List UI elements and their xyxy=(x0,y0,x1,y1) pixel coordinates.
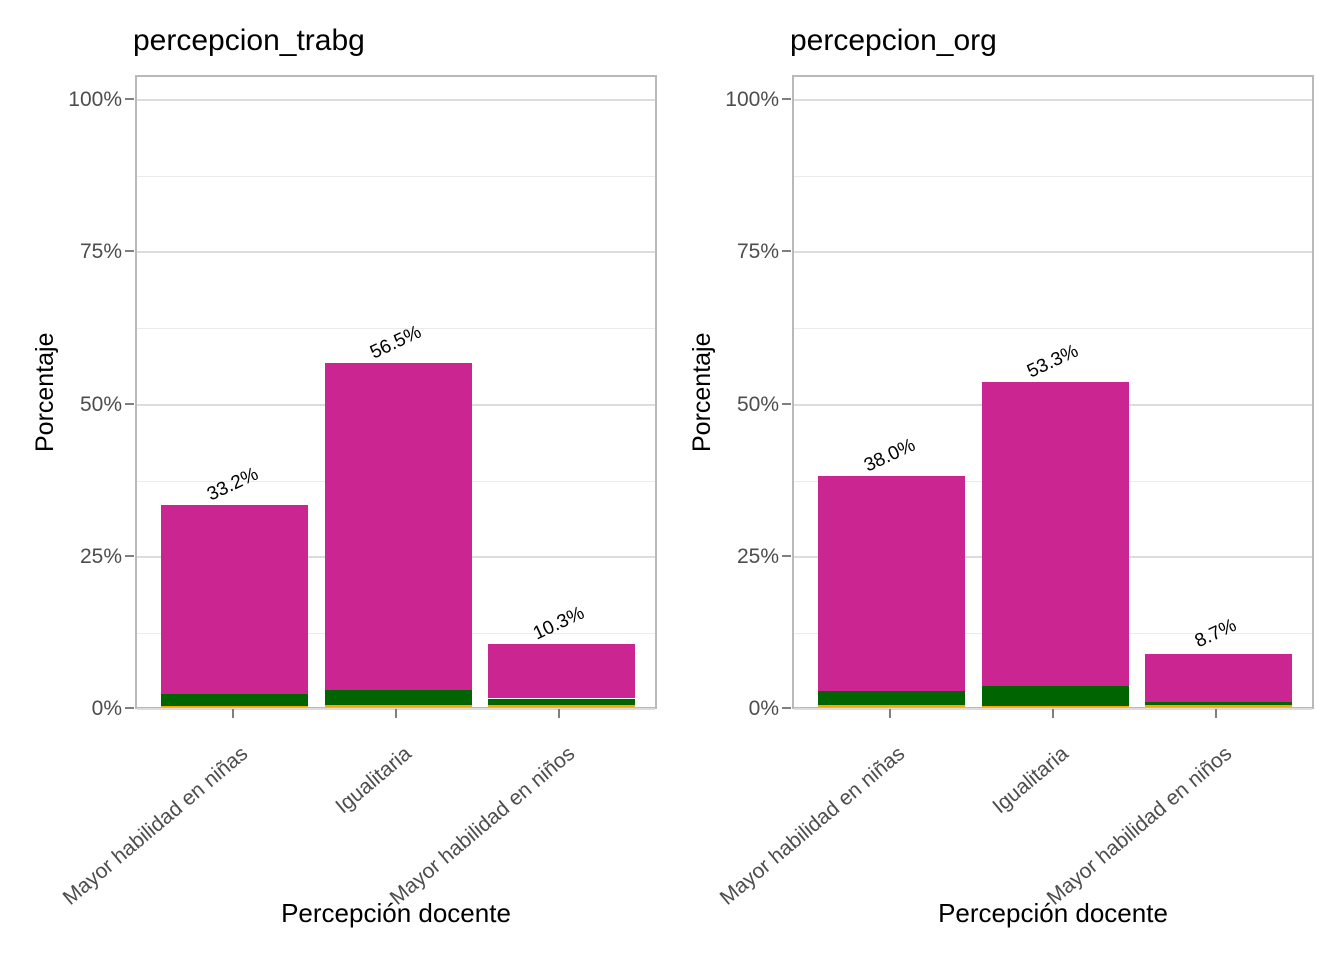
x-axis-title: Percepción docente xyxy=(281,898,511,928)
y-tick-label: 0% xyxy=(91,697,122,720)
y-tick-mark xyxy=(782,707,791,709)
bar-segment-magenta-segment xyxy=(487,644,635,699)
bar-segment-magenta-segment xyxy=(324,362,472,690)
bar-segment-magenta-segment xyxy=(161,504,309,694)
bar-segment-orange-segment xyxy=(818,705,966,707)
y-tick-mark xyxy=(782,402,791,405)
x-tick-mark xyxy=(1215,709,1218,718)
y-tick-mark xyxy=(125,707,134,709)
bar-2 xyxy=(981,382,1129,707)
x-tick-mark xyxy=(395,709,397,718)
bar-segment-orange-segment xyxy=(981,706,1129,707)
chart-title: percepcion_org xyxy=(790,24,997,57)
bar-segment-darkgreen-segment xyxy=(818,691,966,706)
bar-segment-magenta-segment xyxy=(818,475,966,692)
chart-title: percepcion_trabg xyxy=(133,24,365,57)
y-tick-mark xyxy=(782,250,791,253)
y-tick-label: 0% xyxy=(748,697,779,720)
bar-segment-darkgreen-segment xyxy=(324,689,472,705)
x-tick-label: Mayor habilidad en niños xyxy=(1042,742,1236,910)
bar-segment-magenta-segment xyxy=(1144,654,1292,703)
bar-1 xyxy=(161,504,309,707)
x-tick-label: Mayor habilidad en niños xyxy=(385,742,579,910)
bar-segment-darkgreen-segment xyxy=(161,693,309,707)
x-tick-label: Igualitaria xyxy=(331,742,416,819)
bar-segment-orange-segment xyxy=(487,705,635,707)
x-tick-mark xyxy=(1052,709,1054,718)
bar-3 xyxy=(487,644,635,707)
y-tick-mark xyxy=(125,98,134,100)
gridline-major xyxy=(794,251,1312,254)
y-tick-label: 25% xyxy=(736,544,779,568)
x-tick-label: Mayor habilidad en niñas xyxy=(59,742,253,910)
y-tick-label: 75% xyxy=(79,240,122,264)
x-axis-title: Percepción docente xyxy=(938,898,1168,928)
bar-1 xyxy=(818,475,966,707)
gridline-minor xyxy=(137,176,655,178)
gridline-major xyxy=(137,99,655,101)
y-tick-mark xyxy=(782,98,791,100)
y-tick-mark xyxy=(125,250,134,253)
y-tick-label: 50% xyxy=(79,392,122,416)
bar-segment-orange-segment xyxy=(1144,705,1292,707)
y-tick-label: 25% xyxy=(79,544,122,568)
gridline-minor xyxy=(794,328,1312,330)
x-tick-mark xyxy=(231,709,234,718)
y-tick-mark xyxy=(782,554,791,557)
bar-segment-darkgreen-segment xyxy=(487,698,635,706)
bar-3 xyxy=(1144,654,1292,707)
bar-2 xyxy=(324,362,472,707)
gridline-major xyxy=(137,251,655,254)
bar-segment-darkgreen-segment xyxy=(1144,702,1292,706)
y-tick-mark xyxy=(125,402,134,405)
gridline-minor xyxy=(137,328,655,330)
gridline-major xyxy=(794,99,1312,101)
bar-segment-magenta-segment xyxy=(981,382,1129,687)
x-tick-label: Igualitaria xyxy=(988,742,1073,819)
plot-panel xyxy=(792,75,1314,710)
y-tick-mark xyxy=(125,554,134,557)
x-tick-mark xyxy=(558,709,561,718)
y-tick-label: 75% xyxy=(736,240,779,264)
y-tick-label: 100% xyxy=(68,88,122,111)
y-tick-label: 50% xyxy=(736,392,779,416)
plot-panel xyxy=(135,75,657,710)
gridline-minor xyxy=(794,176,1312,178)
x-tick-mark xyxy=(888,709,891,718)
bar-segment-orange-segment xyxy=(161,706,309,707)
bar-segment-darkgreen-segment xyxy=(981,686,1129,707)
x-tick-label: Mayor habilidad en niñas xyxy=(716,742,910,910)
bar-segment-orange-segment xyxy=(324,704,472,707)
y-tick-label: 100% xyxy=(725,88,779,111)
